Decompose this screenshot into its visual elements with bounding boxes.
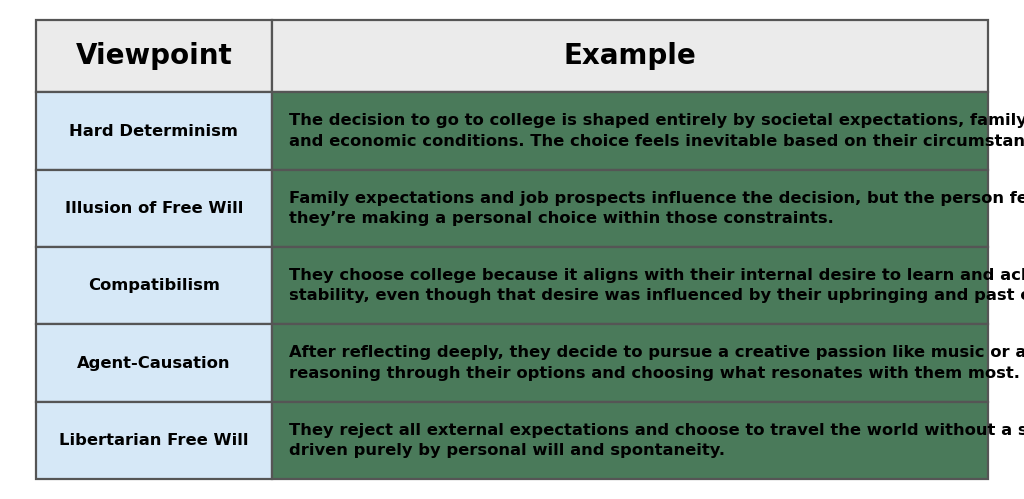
Bar xyxy=(36,402,272,479)
Bar xyxy=(36,247,272,324)
Text: They choose college because it aligns with their internal desire to learn and ac: They choose college because it aligns wi… xyxy=(289,268,1024,303)
Text: After reflecting deeply, they decide to pursue a creative passion like music or : After reflecting deeply, they decide to … xyxy=(289,345,1024,381)
Text: Libertarian Free Will: Libertarian Free Will xyxy=(59,433,249,448)
Bar xyxy=(272,324,988,402)
Text: Compatibilism: Compatibilism xyxy=(88,278,220,293)
Bar xyxy=(272,20,988,92)
Text: Illusion of Free Will: Illusion of Free Will xyxy=(65,201,243,216)
Bar xyxy=(36,170,272,247)
Text: Example: Example xyxy=(564,42,696,70)
Bar xyxy=(272,92,988,170)
Text: Agent-Causation: Agent-Causation xyxy=(77,356,230,371)
Text: The decision to go to college is shaped entirely by societal expectations, famil: The decision to go to college is shaped … xyxy=(289,113,1024,149)
Text: Hard Determinism: Hard Determinism xyxy=(70,124,239,139)
Text: Family expectations and job prospects influence the decision, but the person fee: Family expectations and job prospects in… xyxy=(289,191,1024,226)
Bar xyxy=(36,324,272,402)
Bar xyxy=(36,92,272,170)
Text: They reject all external expectations and choose to travel the world without a s: They reject all external expectations an… xyxy=(289,423,1024,458)
Bar xyxy=(36,20,272,92)
Text: Viewpoint: Viewpoint xyxy=(76,42,232,70)
Bar xyxy=(272,247,988,324)
Bar xyxy=(272,170,988,247)
Bar xyxy=(272,402,988,479)
